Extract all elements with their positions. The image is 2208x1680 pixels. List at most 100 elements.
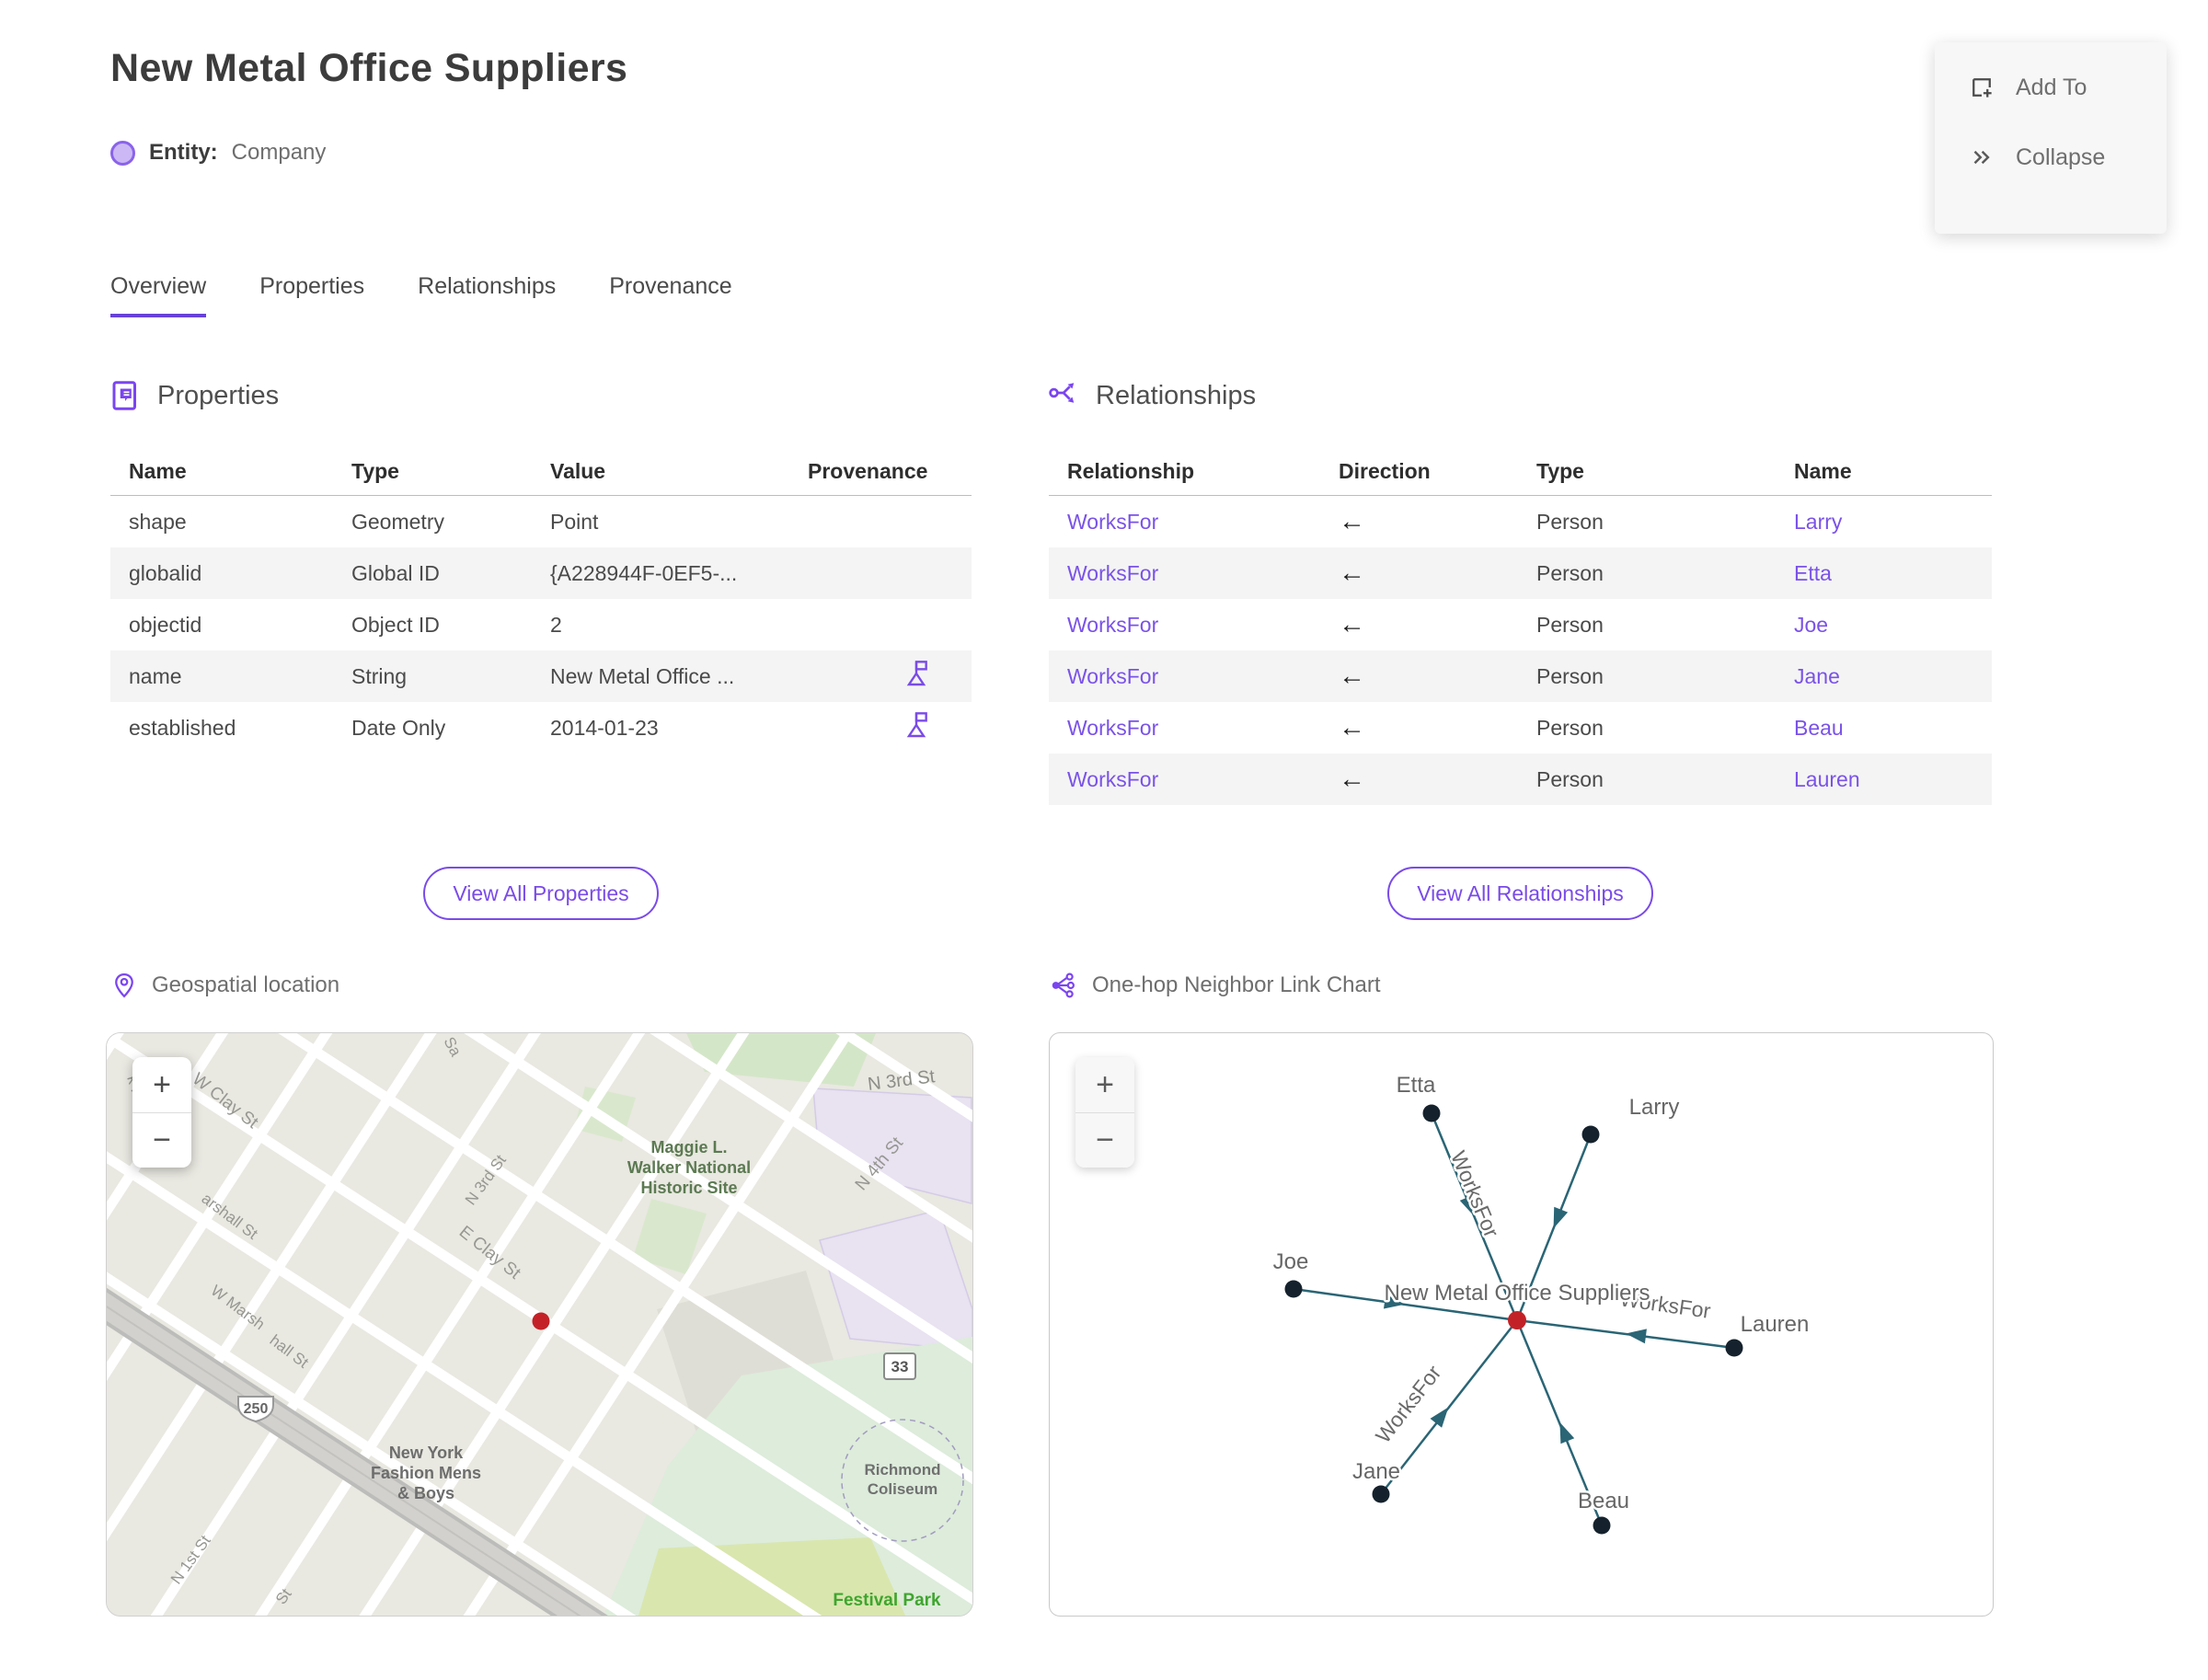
civic-block <box>819 1209 972 1352</box>
col-name: Name <box>129 458 187 483</box>
place-label: New York <box>389 1444 464 1462</box>
festival-park-area <box>638 1537 905 1616</box>
col-type: Type <box>351 458 399 483</box>
person-node[interactable] <box>1372 1485 1390 1503</box>
direction-arrow: ← <box>1339 558 1365 588</box>
place-label: Coliseum <box>868 1480 938 1498</box>
node-label: Beau <box>1578 1489 1629 1513</box>
actions-card: Add To Collapse <box>1935 42 2167 234</box>
zoom-in-button[interactable]: + <box>132 1057 191 1112</box>
map-pin-icon <box>115 972 133 998</box>
map-panel[interactable]: k Rd W Clay St Sa arshall St W Marsh hal… <box>106 1032 973 1617</box>
node-label: Joe <box>1273 1249 1309 1274</box>
col-name: Name <box>1794 458 1852 483</box>
direction-arrow: ← <box>1339 661 1365 691</box>
link-chart-section-header: One-hop Neighbor Link Chart <box>1051 972 1381 999</box>
place-label: Maggie L. <box>650 1138 727 1156</box>
relationship-link[interactable]: WorksFor <box>1067 715 1159 740</box>
relationship-link[interactable]: WorksFor <box>1067 612 1159 637</box>
person-node[interactable] <box>1422 1104 1441 1122</box>
center-entity-node[interactable] <box>1508 1311 1526 1329</box>
relationship-link[interactable]: WorksFor <box>1067 663 1159 688</box>
map-canvas[interactable]: k Rd W Clay St Sa arshall St W Marsh hal… <box>107 1033 972 1616</box>
collapse-label: Collapse <box>2016 144 2106 170</box>
table-row: WorksFor ← Person Beau <box>1049 702 1992 754</box>
view-all-relationships-button[interactable]: View All Relationships <box>1387 867 1653 920</box>
table-row: objectid Object ID 2 <box>129 612 562 637</box>
link-chart-panel[interactable]: WorksFor WorksFor WorksFor Etta Larry Jo… <box>1049 1032 1994 1617</box>
entity-link[interactable]: Beau <box>1794 715 1844 740</box>
node-label: Etta <box>1397 1073 1436 1098</box>
table-row: WorksFor ← Person Etta <box>1049 547 1992 599</box>
table-row: shape Geometry Point <box>129 509 599 534</box>
tab-relationships[interactable]: Relationships <box>418 273 557 299</box>
person-node[interactable] <box>1593 1516 1611 1535</box>
route-shield-250: 250 <box>237 1396 274 1423</box>
edge-label: WorksFor <box>1371 1361 1446 1447</box>
zoom-out-button[interactable]: − <box>132 1112 191 1168</box>
svg-text:250: 250 <box>244 1401 269 1417</box>
entity-link[interactable]: Jane <box>1794 663 1840 688</box>
relationships-title: Relationships <box>1096 380 1257 410</box>
coliseum-outline <box>841 1419 964 1542</box>
direction-arrow: ← <box>1339 764 1365 794</box>
place-label: & Boys <box>397 1484 454 1502</box>
relationship-link[interactable]: WorksFor <box>1067 509 1159 534</box>
collapse-button[interactable]: Collapse <box>1968 144 2167 171</box>
person-node[interactable] <box>1581 1125 1600 1144</box>
view-all-properties-button[interactable]: View All Properties <box>423 867 659 920</box>
relationships-section-header: Relationships <box>1047 379 1256 412</box>
provenance-flag-icon[interactable] <box>900 659 929 688</box>
col-direction: Direction <box>1339 458 1431 483</box>
entity-link[interactable]: Joe <box>1794 612 1829 637</box>
relationships-icon <box>1049 383 1075 403</box>
zoom-in-button[interactable]: + <box>1075 1057 1134 1112</box>
person-node[interactable] <box>1725 1339 1743 1357</box>
properties-table: Name Type Value Provenance shape Geometr… <box>110 447 972 754</box>
graph-nodes <box>1284 1104 1743 1535</box>
link-chart-canvas[interactable]: WorksFor WorksFor WorksFor Etta Larry Jo… <box>1050 1033 1993 1616</box>
center-node-label: New Metal Office Suppliers <box>1384 1281 1650 1306</box>
tab-provenance[interactable]: Provenance <box>609 273 732 299</box>
properties-section-header: Properties <box>109 379 279 412</box>
entity-link[interactable]: Larry <box>1794 509 1843 534</box>
table-row: name String New Metal Office ... <box>110 650 972 702</box>
entity-type-icon <box>110 140 135 166</box>
svg-text:33: 33 <box>891 1358 909 1375</box>
entity-link[interactable]: Lauren <box>1794 766 1860 791</box>
relationship-link[interactable]: WorksFor <box>1067 560 1159 585</box>
entity-link[interactable]: Etta <box>1794 560 1832 585</box>
table-row: WorksFor ← Person Joe <box>1049 599 1992 650</box>
link-chart-icon <box>1052 972 1075 998</box>
location-marker[interactable] <box>532 1312 550 1330</box>
add-to-icon <box>1972 78 1992 98</box>
place-label: Festival Park <box>833 1591 941 1610</box>
person-node[interactable] <box>1284 1280 1303 1298</box>
place-labels: Maggie L. Walker National Historic Site … <box>371 1138 941 1610</box>
place-label: Richmond <box>864 1461 940 1479</box>
provenance-flag-icon[interactable] <box>900 710 929 740</box>
street-grid <box>107 1033 972 1616</box>
geospatial-title: Geospatial location <box>152 972 340 997</box>
entity-value: Company <box>231 140 327 165</box>
direction-arrow: ← <box>1339 609 1365 639</box>
place-label: Walker National <box>627 1158 751 1177</box>
add-to-label: Add To <box>2016 74 2087 100</box>
relationship-link[interactable]: WorksFor <box>1067 766 1159 791</box>
green-area <box>633 1199 707 1274</box>
tab-overview[interactable]: Overview <box>110 273 207 317</box>
properties-table-header: Name Type Value Provenance <box>110 447 972 496</box>
add-to-button[interactable]: Add To <box>1968 74 2167 101</box>
tab-properties[interactable]: Properties <box>259 273 365 299</box>
direction-arrow: ← <box>1339 712 1365 742</box>
table-row: WorksFor ← Person Larry <box>1049 496 1992 547</box>
link-chart-title: One-hop Neighbor Link Chart <box>1092 972 1381 997</box>
relationships-table: Relationship Direction Type Name WorksFo… <box>1049 447 1992 805</box>
zoom-out-button[interactable]: − <box>1075 1112 1134 1168</box>
tab-bar: Overview Properties Relationships Proven… <box>110 273 732 317</box>
col-relationship: Relationship <box>1067 458 1195 483</box>
edge-label: WorksFor <box>1446 1147 1504 1241</box>
node-label: Lauren <box>1741 1312 1810 1337</box>
highway-band <box>107 1287 608 1616</box>
